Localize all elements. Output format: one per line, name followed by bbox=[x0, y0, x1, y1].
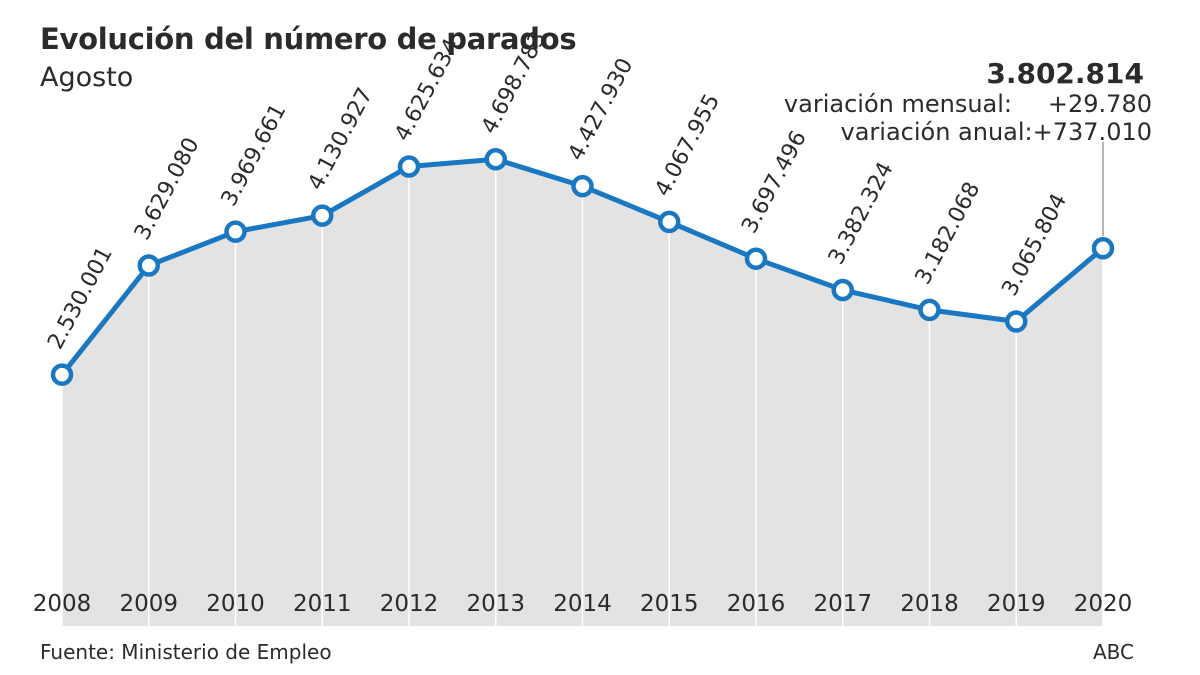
callout-monthly-value: +29.780 bbox=[1047, 90, 1152, 118]
data-point-2017 bbox=[831, 278, 854, 302]
chart-title: Evolución del número de parados bbox=[40, 22, 577, 56]
point-layer bbox=[50, 148, 1115, 386]
x-tick-label-2011: 2011 bbox=[293, 591, 352, 617]
data-point-2019 bbox=[1005, 310, 1028, 333]
x-tick-label-2020: 2020 bbox=[1074, 591, 1133, 617]
data-label-2017: 3.382.324 bbox=[824, 158, 899, 269]
callout-value: 3.802.814 bbox=[986, 57, 1144, 90]
data-label-2015: 4.067.955 bbox=[650, 90, 725, 201]
data-label-2018: 3.182.068 bbox=[911, 178, 986, 289]
data-point-2016 bbox=[744, 247, 768, 270]
source-note: Fuente: Ministerio de Empleo bbox=[40, 640, 332, 664]
x-tick-label-2016: 2016 bbox=[727, 591, 786, 617]
callout-annual-label: variación anual: bbox=[840, 118, 1033, 146]
data-label-2013: 4.698.783 bbox=[477, 27, 552, 138]
callout-monthly-row: variación mensual: +29.780 bbox=[784, 90, 1152, 118]
data-point-2009 bbox=[137, 254, 160, 277]
credit-note: ABC bbox=[1092, 640, 1134, 664]
x-tick-label-2017: 2017 bbox=[813, 591, 872, 617]
data-point-2011 bbox=[311, 204, 334, 227]
x-tick-label-2010: 2010 bbox=[206, 591, 265, 617]
data-point-2012 bbox=[397, 155, 421, 178]
data-label-2011: 4.130.927 bbox=[303, 84, 378, 195]
latest-value-callout: 3.802.814 variación mensual: +29.780 vari… bbox=[784, 57, 1153, 147]
x-tick-label-2013: 2013 bbox=[466, 591, 525, 617]
tick-layer: 2008 2009 2010 2011 2012 2013 2014 2015 2016 2017… bbox=[33, 591, 1133, 617]
data-label-2010: 3.969.661 bbox=[217, 100, 292, 211]
grid-layer bbox=[61, 142, 1104, 626]
data-point-2013 bbox=[484, 148, 507, 171]
callout-monthly-label: variación mensual: bbox=[783, 90, 1012, 118]
x-tick-label-2015: 2015 bbox=[640, 591, 699, 617]
data-point-2010 bbox=[224, 220, 247, 243]
data-point-2015 bbox=[658, 210, 681, 234]
callout-annual-row: variación anual:+737.010 bbox=[784, 118, 1153, 146]
x-tick-label-2008: 2008 bbox=[33, 591, 92, 617]
callout-annual-value: +737.010 bbox=[1032, 118, 1152, 146]
x-tick-label-2018: 2018 bbox=[900, 591, 959, 617]
x-tick-label-2019: 2019 bbox=[987, 591, 1046, 617]
data-label-2012: 4.625.634 bbox=[390, 35, 465, 146]
x-tick-label-2014: 2014 bbox=[553, 591, 612, 617]
x-tick-label-2012: 2012 bbox=[380, 591, 439, 617]
x-tick-label-2009: 2009 bbox=[119, 591, 178, 617]
data-point-2018 bbox=[918, 298, 941, 322]
data-point-2014 bbox=[571, 174, 594, 198]
data-label-2009: 3.629.080 bbox=[130, 134, 205, 245]
data-point-2008 bbox=[50, 363, 74, 386]
data-label-2014: 4.427.930 bbox=[564, 54, 639, 165]
data-point-2020 bbox=[1091, 237, 1115, 260]
chart-subtitle: Agosto bbox=[40, 62, 134, 93]
